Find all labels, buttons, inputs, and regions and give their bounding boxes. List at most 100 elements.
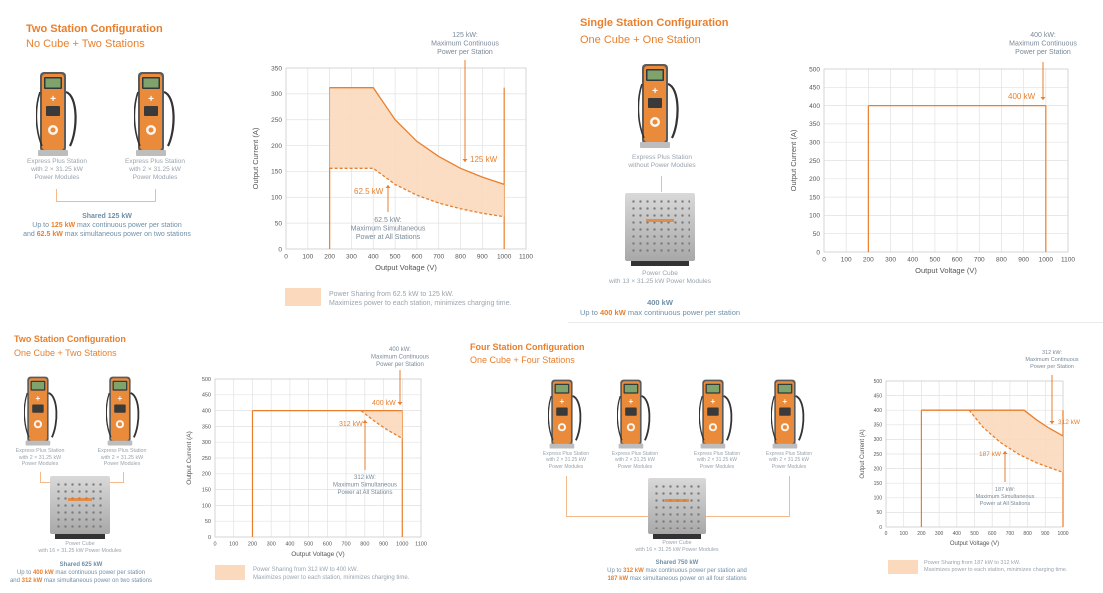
station-2: + (616, 378, 653, 455)
annotation-text: Power at All Stations (356, 234, 421, 241)
annotation-arrowhead (1002, 451, 1008, 454)
series-line-625kW (329, 167, 505, 218)
series-line-312kW (921, 409, 1064, 437)
annotation-text: Maximum Simultaneous (351, 226, 426, 233)
y-axis-label: Output Current (A) (789, 129, 798, 191)
panel-subtitle: No Cube + Two Stations (26, 38, 145, 50)
annotation-arrowhead (397, 402, 403, 405)
y-tick-label: 500 (202, 377, 211, 383)
y-tick-label: 200 (809, 176, 820, 183)
station-label: Express Plus Station with 2 × 31.25 kW Pow… (765, 451, 813, 470)
y-tick-label: 150 (202, 488, 211, 494)
y-tick-label: 450 (809, 85, 820, 92)
x-tick-label: 500 (304, 542, 313, 548)
x-tick-label: 500 (929, 257, 940, 264)
y-tick-label: 50 (876, 510, 882, 516)
x-tick-label: 1000 (1039, 257, 1054, 264)
power-cube-base (631, 261, 689, 266)
shared-power-text: Shared 125 kW Up to 125 kW max continuou… (23, 213, 191, 239)
x-tick-label: 700 (433, 254, 444, 261)
y-tick-label: 150 (809, 194, 820, 201)
shared-power-text: Shared 625 kW Up to 400 kW max continuou… (9, 562, 153, 584)
legend-swatch (215, 565, 245, 580)
connector-line (56, 189, 156, 202)
panel-title: Two Station Configuration (14, 334, 126, 344)
station-3: + (698, 378, 735, 455)
charger-station-icon: + (770, 379, 805, 449)
x-tick-label: 600 (988, 531, 997, 537)
station-label: Express Plus Station with 2 × 31.25 kW Pow… (15, 448, 65, 468)
annotation-text: Power at All Stations (337, 490, 392, 496)
x-tick-label: 1100 (1061, 257, 1075, 264)
y-tick-label: 250 (809, 158, 820, 165)
x-tick-label: 1000 (396, 542, 408, 548)
x-tick-label: 800 (1023, 531, 1032, 537)
station-label: Express Plus Station with 2 × 31.25 kW Pow… (27, 158, 87, 182)
station-label: Express Plus Station with 2 × 31.25 kW Pow… (125, 158, 185, 182)
annotation-text: 400 kW: (389, 347, 411, 353)
x-tick-label: 0 (284, 254, 288, 261)
annotation-text: Power per Station (1030, 364, 1074, 370)
power-sharing-area (329, 87, 505, 217)
x-tick-label: 800 (455, 254, 466, 261)
svg-text:+: + (783, 397, 788, 406)
annotation-text: 187 kW (979, 451, 1002, 458)
power-cube (648, 478, 706, 534)
y-tick-label: 0 (208, 535, 211, 541)
annotation-text: 312 kW (1058, 419, 1081, 426)
charger-station-icon: + (616, 379, 651, 449)
shared-power-text: Shared 750 kW Up to 312 kW max continuou… (607, 560, 747, 582)
cube-label: Power Cube with 16 × 31.25 kW Power Modul… (635, 540, 719, 553)
y-tick-label: 150 (874, 481, 883, 487)
y-tick-label: 300 (874, 437, 883, 443)
x-tick-label: 800 (360, 542, 369, 548)
annotation-arrowhead (385, 185, 391, 188)
x-tick-label: 100 (841, 257, 852, 264)
annotation-text: Power at All Stations (980, 501, 1031, 507)
annotation-text: Power per Station (1015, 49, 1071, 56)
y-tick-label: 350 (809, 121, 820, 128)
series-line-125kW (329, 87, 505, 186)
x-tick-label: 100 (302, 254, 313, 261)
x-tick-label: 1100 (415, 542, 427, 548)
shared-power-text: 400 kW Up to 400 kW max continuous power… (579, 298, 741, 317)
y-tick-label: 0 (278, 246, 282, 253)
y-axis-label: Output Current (A) (251, 127, 260, 189)
y-tick-label: 350 (202, 424, 211, 430)
y-tick-label: 350 (271, 65, 282, 72)
y-axis-label: Output Current (A) (860, 429, 866, 478)
station-1: + (637, 62, 682, 155)
annotation-arrowhead (1040, 97, 1046, 100)
legend-swatch (888, 560, 918, 574)
y-tick-label: 200 (271, 143, 282, 150)
svg-text:+: + (711, 397, 716, 406)
charger-station-icon: + (637, 64, 679, 148)
annotation-text: Power per Station (376, 362, 424, 368)
x-tick-label: 500 (970, 531, 979, 537)
x-tick-label: 900 (1018, 257, 1029, 264)
station-label: Express Plus Station with 2 × 31.25 kW Pow… (693, 451, 741, 470)
legend-text: Power Sharing from 62.5 kW to 125 kW. Max… (329, 291, 512, 308)
station-label: Express Plus Station without Power Module… (628, 154, 696, 170)
series-line-187kW (968, 409, 1064, 474)
power-sharing-area (921, 410, 1063, 473)
y-tick-label: 250 (271, 117, 282, 124)
charger-station-icon: + (105, 376, 140, 446)
annotation-text: 400 kW (372, 400, 396, 407)
cube-label: Power Cube with 13 × 31.25 kW Power Modul… (608, 270, 712, 286)
y-tick-label: 250 (874, 452, 883, 458)
x-axis-label: Output Voltage (V) (291, 551, 344, 558)
y-tick-label: 100 (874, 496, 883, 502)
station-1: + (35, 70, 80, 163)
y-tick-label: 500 (809, 66, 820, 73)
charger-station-icon: + (23, 376, 58, 446)
svg-text:+: + (629, 397, 634, 406)
y-tick-label: 50 (275, 220, 283, 227)
x-tick-label: 200 (917, 531, 926, 537)
station-2: + (105, 375, 142, 452)
x-tick-label: 500 (390, 254, 401, 261)
y-tick-label: 450 (202, 393, 211, 399)
x-tick-label: 300 (885, 257, 896, 264)
x-tick-label: 600 (411, 254, 422, 261)
